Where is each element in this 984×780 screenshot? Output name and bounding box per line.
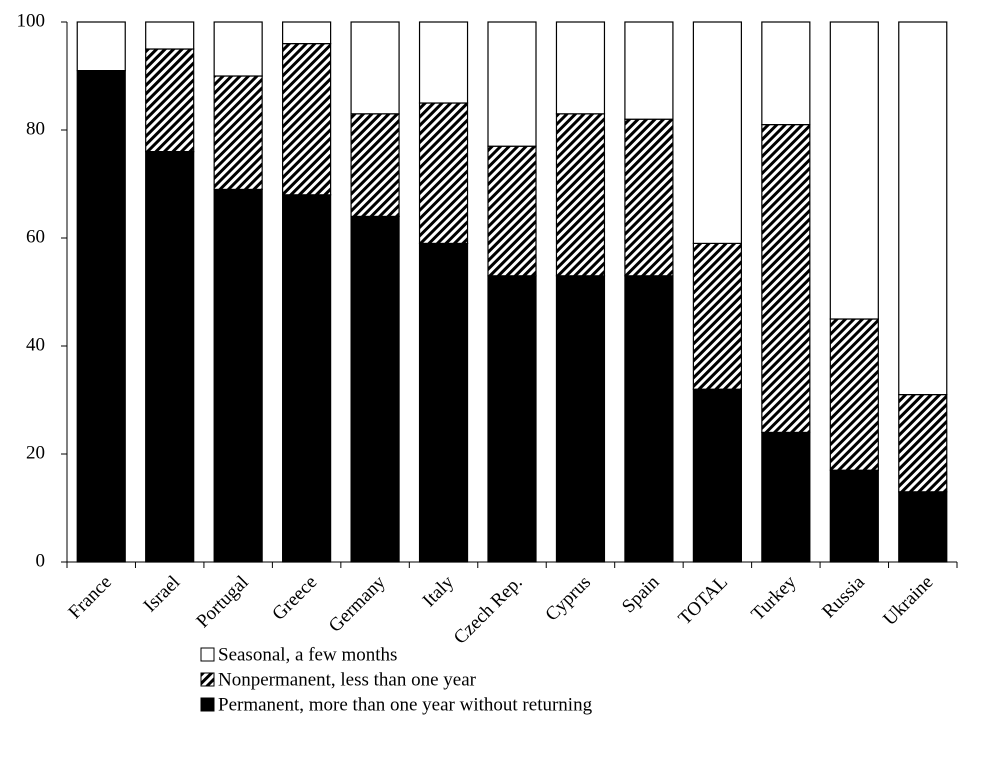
bar-segment — [829, 469, 879, 563]
bar-segment — [761, 123, 811, 433]
bar-segment — [76, 69, 126, 563]
bar-segment — [487, 275, 537, 563]
bar-segment — [350, 113, 400, 218]
bar-segment — [487, 21, 537, 147]
bar-segment — [898, 491, 948, 563]
bar-segment — [829, 318, 879, 471]
bar-segment — [145, 21, 195, 50]
x-tick-label: Israel — [140, 572, 185, 617]
x-tick-label: Greece — [268, 572, 321, 625]
bar-segment — [898, 394, 948, 493]
bar-segment — [898, 21, 948, 396]
bar-segment — [350, 21, 400, 115]
bar-segment — [76, 21, 126, 72]
y-tick-label: 20 — [26, 442, 45, 463]
bar-segment — [350, 215, 400, 563]
bar-segment — [555, 275, 606, 563]
bar-segment — [213, 21, 263, 77]
y-tick-label: 100 — [17, 10, 46, 31]
y-tick-label: 0 — [36, 550, 46, 571]
legend-swatch — [200, 697, 215, 712]
bar-segment — [213, 188, 263, 563]
x-tick-label: Turkey — [747, 571, 801, 625]
bar-segment — [282, 194, 332, 563]
bar-segment — [282, 21, 332, 45]
legend-label: Permanent, more than one year without re… — [218, 694, 593, 715]
x-tick-label: Cyprus — [541, 572, 595, 626]
bar-segment — [487, 145, 537, 277]
legend-swatch — [200, 647, 215, 662]
x-tick-label: Russia — [818, 571, 869, 622]
bar-segment — [692, 388, 742, 563]
x-tick-label: Germany — [325, 571, 390, 636]
bar-segment — [624, 21, 674, 120]
y-tick-label: 80 — [26, 118, 45, 139]
bar-segment — [555, 21, 606, 115]
x-tick-label: Spain — [618, 571, 664, 617]
bar-segment — [418, 21, 469, 104]
bar-segment — [761, 431, 811, 563]
y-tick-label: 40 — [26, 334, 45, 355]
bar-segment — [555, 113, 606, 277]
bar-segment — [624, 118, 674, 277]
x-tick-label: Italy — [419, 571, 459, 611]
bar-segment — [145, 151, 195, 563]
bar-segment — [692, 21, 742, 244]
bar-segment — [213, 75, 263, 191]
legend-swatch — [200, 672, 215, 687]
x-tick-label: France — [64, 572, 115, 623]
bar-segment — [418, 242, 469, 563]
x-tick-label: Portugal — [192, 572, 252, 632]
bar-segment — [418, 102, 469, 244]
bar-segment — [145, 48, 195, 153]
x-tick-label: Ukraine — [879, 572, 937, 630]
bar-segment — [624, 275, 674, 563]
bar-segment — [692, 242, 742, 390]
x-tick-label: Czech Rep. — [450, 572, 527, 649]
bar-segment — [282, 42, 332, 196]
bar-segment — [761, 21, 811, 126]
legend-label: Nonpermanent, less than one year — [218, 669, 477, 690]
legend-label: Seasonal, a few months — [218, 644, 397, 665]
bar-segment — [829, 21, 879, 320]
x-tick-label: TOTAL — [674, 572, 732, 630]
y-tick-label: 60 — [26, 226, 45, 247]
